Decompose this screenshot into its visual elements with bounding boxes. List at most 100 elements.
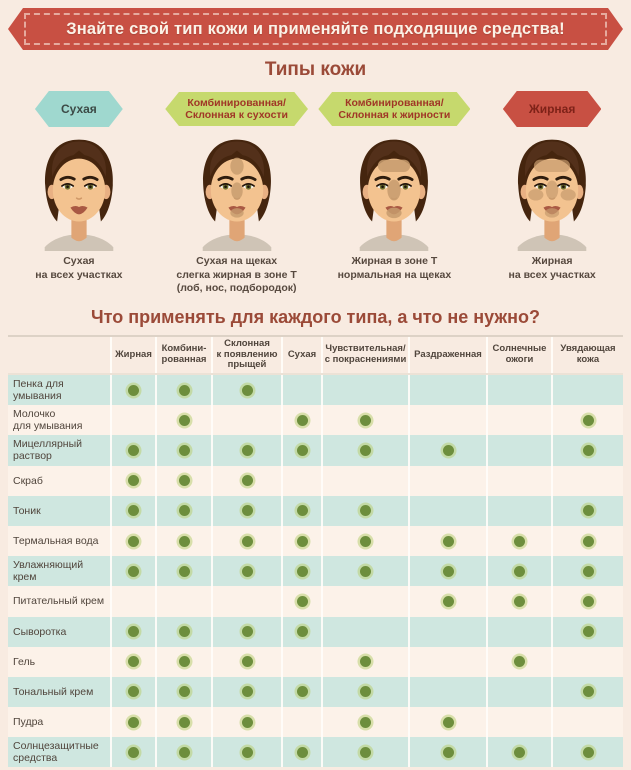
mark-dot: [241, 535, 253, 547]
mark-dot: [442, 716, 454, 728]
table-cell: [410, 586, 488, 617]
mark-dot: [360, 716, 371, 728]
table-cell: [112, 495, 157, 526]
table-row: Солнцезащитные средства: [8, 737, 623, 768]
table-cell: [553, 737, 623, 767]
face-illustration-combo-oily: [358, 138, 431, 251]
mark-dot: [360, 414, 371, 426]
row-label: Тональный крем: [8, 676, 112, 708]
mark-dot: [360, 444, 371, 456]
row-label: Солнцезащитные средства: [8, 737, 112, 768]
mark-dot: [514, 746, 525, 758]
table-cell: [553, 677, 623, 707]
table-cell: [283, 375, 323, 406]
mark-dot: [360, 656, 371, 668]
row-label: Питательный крем: [8, 586, 112, 617]
table-cell: [157, 556, 213, 587]
table-cell: [323, 405, 410, 436]
mark-dot: [296, 505, 308, 517]
mark-dot: [360, 505, 371, 517]
header-banner: Знайте свой тип кожи и применяйте подход…: [8, 8, 623, 50]
table-cell: [157, 707, 213, 738]
table-row: Мицеллярный раствор: [8, 435, 623, 466]
mark-dot: [296, 626, 308, 638]
table-cell: [157, 405, 213, 436]
mark-dot: [241, 475, 253, 487]
mark-dot: [442, 444, 454, 456]
mark-dot: [241, 716, 253, 728]
mark-dot: [178, 475, 190, 487]
mark-dot: [178, 414, 190, 426]
table-row: Термальная вода: [8, 525, 623, 557]
table-cell: [112, 375, 157, 406]
table-row: Увлажняющий крем: [8, 556, 623, 587]
table-cell: [553, 707, 623, 737]
table-cell: [112, 586, 157, 617]
mark-dot: [582, 535, 594, 547]
mark-dot: [296, 595, 308, 607]
products-table-title: Что применять для каждого типа, а что не…: [91, 307, 540, 327]
table-cell: [410, 646, 488, 677]
table-cell: [213, 737, 283, 768]
mark-dot: [178, 384, 190, 396]
mark-dot: [178, 746, 190, 758]
table-cell: [553, 405, 623, 435]
table-cell: [213, 586, 283, 617]
column-header: Увядающая кожа: [560, 343, 616, 365]
table-cell: [488, 676, 553, 708]
table-cell: [157, 495, 213, 526]
mark-dot: [128, 626, 139, 638]
mark-dot: [582, 686, 594, 698]
mark-dot: [442, 746, 454, 758]
table-cell: [410, 375, 488, 406]
skin-type-column-combo-oily: Комбинированная/ Склонная к жирности Жир…: [316, 87, 474, 299]
table-cell: [410, 465, 488, 496]
table-cell: [213, 495, 283, 526]
table-cell: [553, 556, 623, 586]
mark-dot: [442, 535, 454, 547]
mark-dot: [241, 746, 253, 758]
table-cell: [553, 617, 623, 647]
table-cell: [283, 405, 323, 436]
table-cell: [157, 465, 213, 496]
mark-dot: [582, 414, 594, 426]
table-cell: [283, 676, 323, 708]
column-header: Солнечные ожоги: [488, 337, 553, 373]
column-header: Комбини- рованная: [157, 337, 213, 373]
table-cell: [112, 465, 157, 496]
table-cell: [157, 375, 213, 406]
table-cell: [112, 707, 157, 738]
table-cell: [323, 495, 410, 526]
table-cell: [553, 586, 623, 616]
table-cell: [112, 525, 157, 557]
mark-dot: [296, 414, 308, 426]
mark-dot: [296, 746, 308, 758]
table-cell: [213, 405, 283, 436]
column-header: Чувствительная/ с покраснениями: [323, 337, 410, 373]
table-cell: [323, 676, 410, 708]
table-cell: [488, 525, 553, 557]
skin-type-column-oily: Жирная Жирная на всех участках: [473, 87, 631, 299]
table-cell: [112, 646, 157, 677]
table-cell: [553, 466, 623, 496]
table-cell: [283, 556, 323, 587]
table-cell: [112, 405, 157, 436]
row-label: Термальная вода: [8, 525, 112, 557]
table-cell: [410, 435, 488, 466]
table-cell: [283, 525, 323, 557]
mark-dot: [128, 444, 139, 456]
table-cell: [112, 616, 157, 647]
table-cell: [323, 375, 410, 406]
mark-dot: [128, 716, 139, 728]
mark-dot: [241, 686, 253, 698]
table-cell: [553, 375, 623, 405]
table-cell: [283, 707, 323, 738]
table-cell: [323, 646, 410, 677]
table-row: Пудра: [8, 707, 623, 738]
face-illustration-oily: [516, 138, 588, 251]
table-cell: [323, 586, 410, 617]
mark-dot: [514, 565, 525, 577]
table-cell: [323, 435, 410, 466]
skin-type-description-combo-dry: Сухая на щеках слегка жирная в зоне Т (л…: [176, 255, 297, 295]
skin-type-column-combo-dry: Комбинированная/ Склонная к сухости Суха…: [158, 87, 316, 299]
